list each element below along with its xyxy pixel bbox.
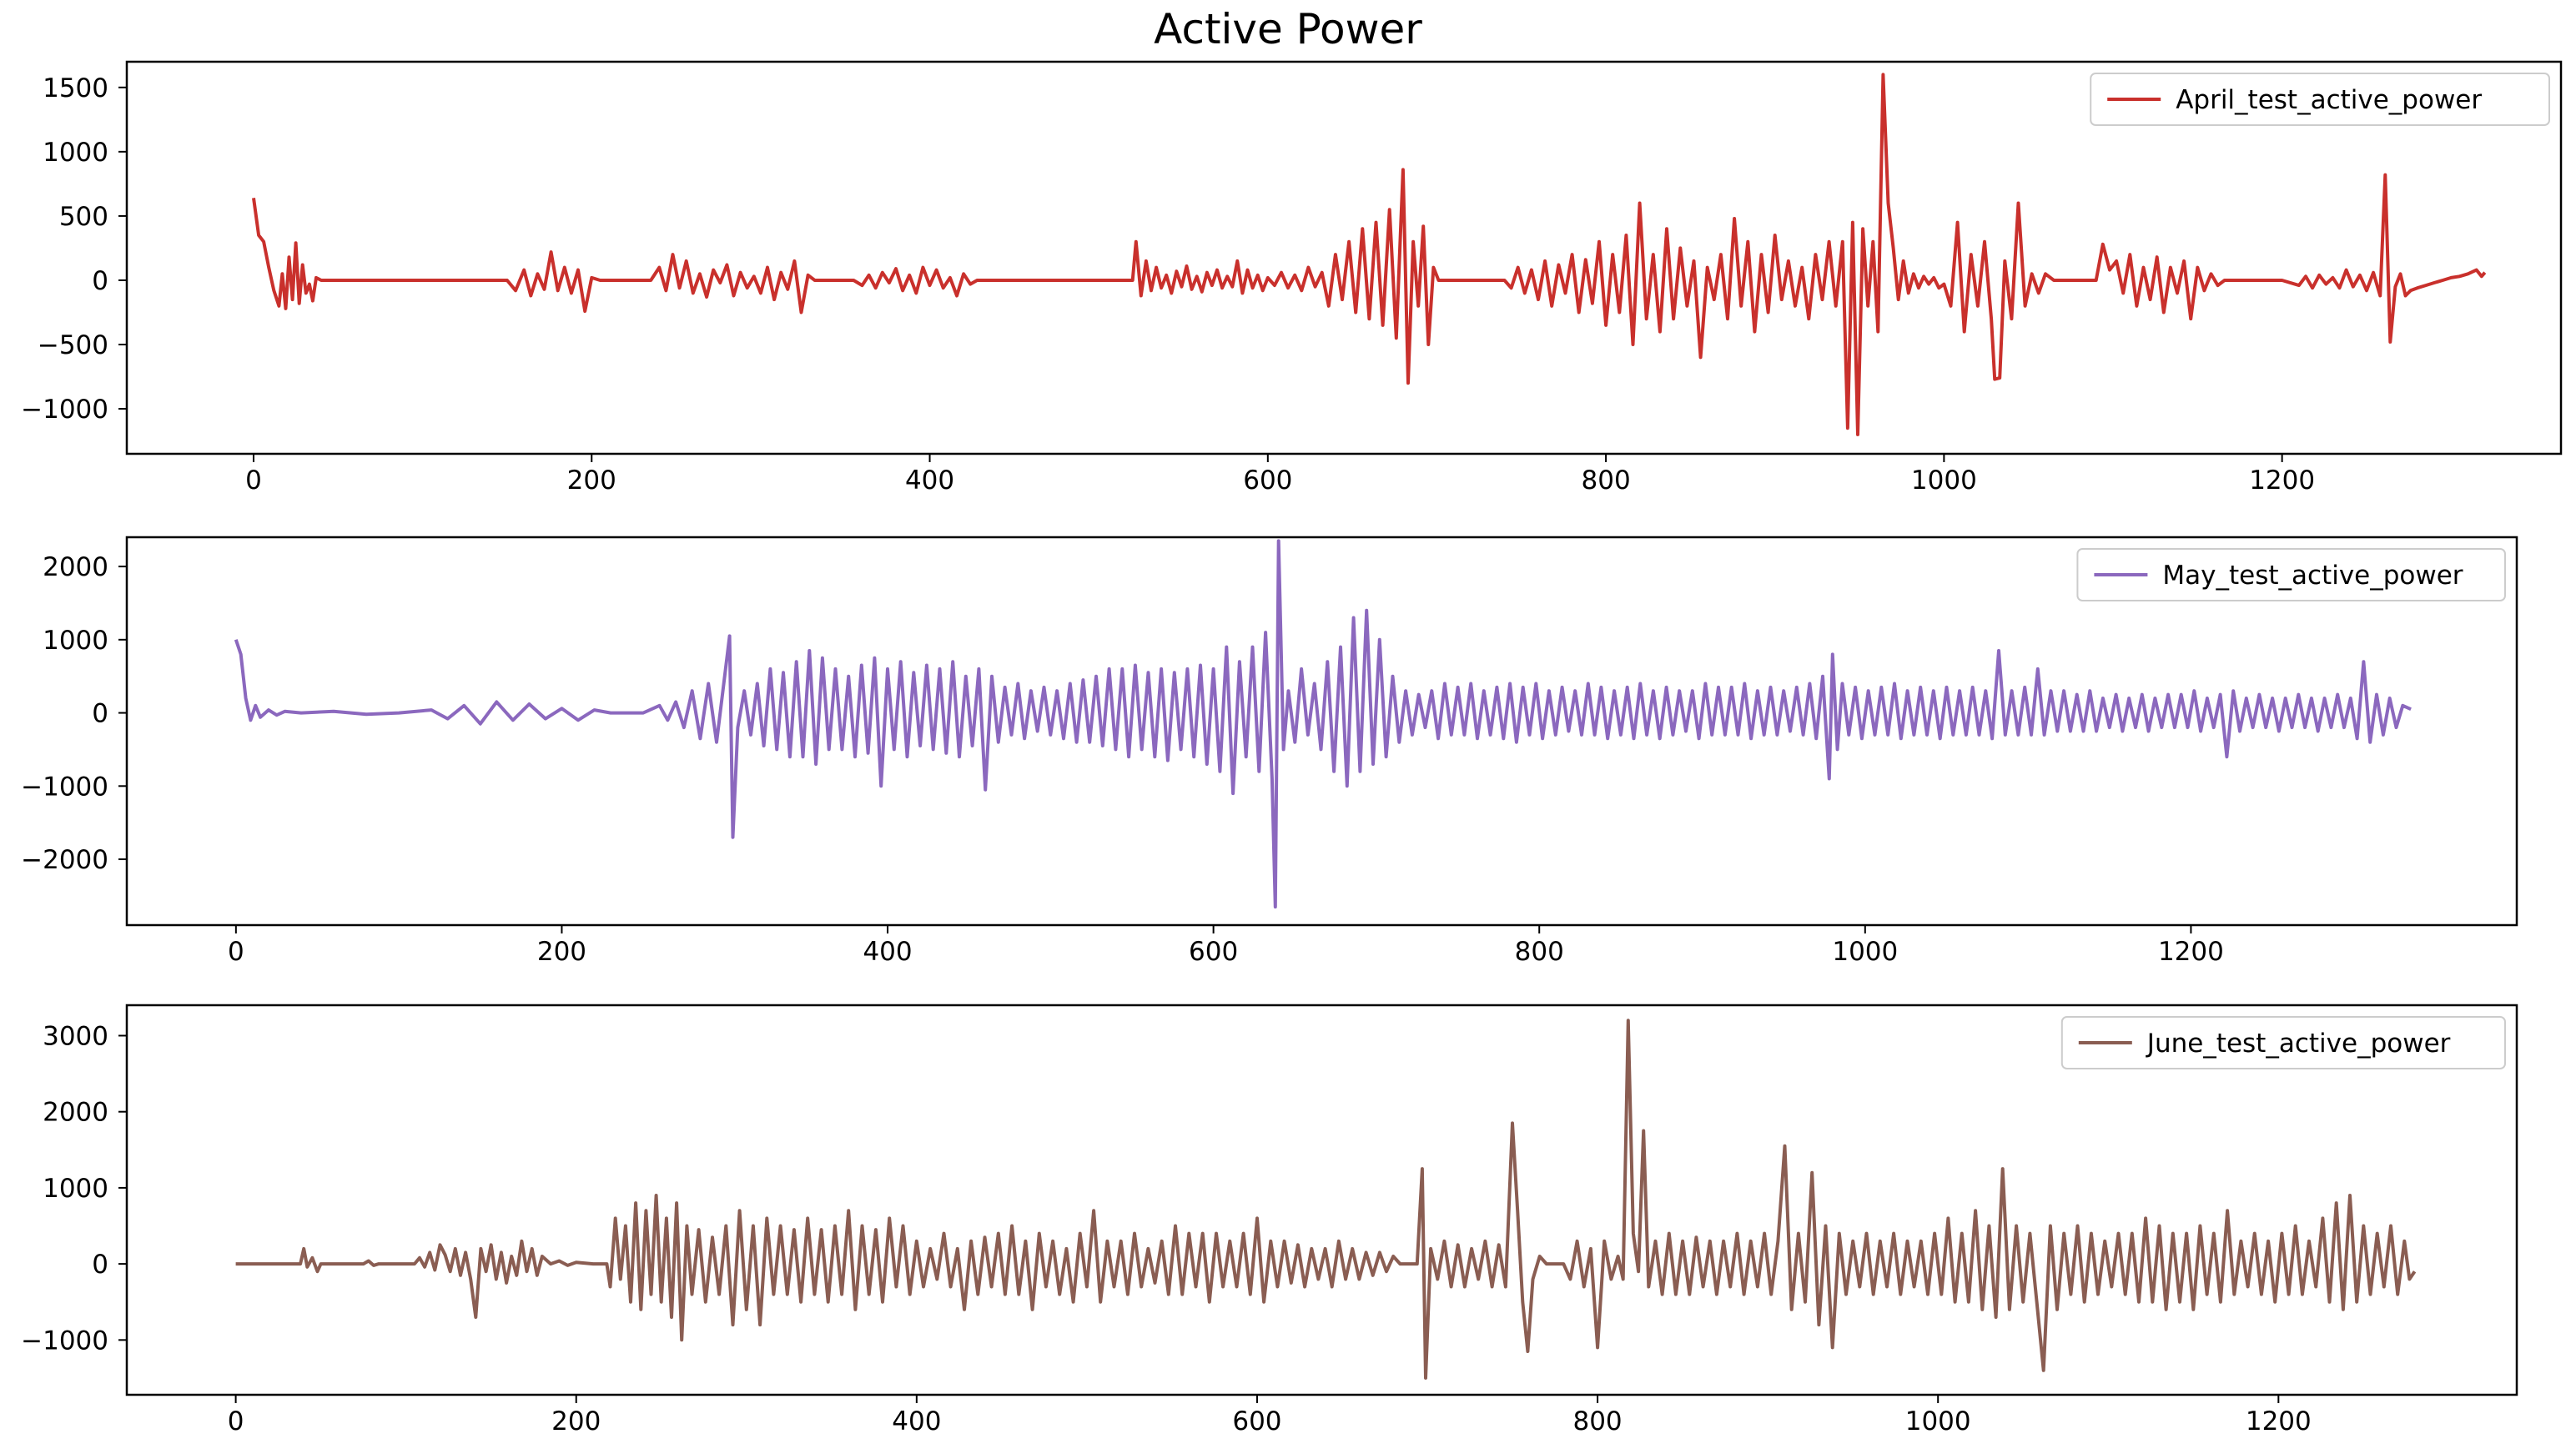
may-y-tick-label: 2000 — [43, 552, 108, 582]
june-y-tick-label: 3000 — [43, 1021, 108, 1051]
april-x-tick-label: 800 — [1582, 465, 1631, 496]
may-axes-frame — [125, 536, 2518, 927]
may-y-tick-label: −2000 — [21, 845, 108, 875]
may-y-tick-label: 0 — [92, 699, 108, 729]
june-x-tick-label: 800 — [1572, 1406, 1622, 1436]
may-series-line — [234, 539, 2412, 909]
may-x-tick-label: 200 — [537, 937, 586, 967]
june-x-tick-label: 200 — [551, 1406, 601, 1436]
april-y-tick-label: 500 — [59, 202, 108, 232]
june-legend-box — [2060, 1016, 2507, 1069]
april-x-tick-label: 0 — [245, 465, 262, 496]
june-y-tick-label: 1000 — [43, 1174, 108, 1204]
april-legend-label: April_test_active_power — [2176, 85, 2482, 115]
june-panel: 0 200 400 600 800 1000 1200 −1000 0 1000 2000 3000 J… — [21, 1004, 2518, 1436]
april-x-tick-label: 600 — [1243, 465, 1292, 496]
may-x-tick-label: 0 — [228, 937, 244, 967]
may-legend-box — [2076, 548, 2506, 601]
april-x-tick-label: 400 — [905, 465, 954, 496]
june-y-tick-label: −1000 — [21, 1326, 108, 1356]
may-legend-label: May_test_active_power — [2162, 561, 2463, 591]
april-y-tick-label: −500 — [38, 330, 108, 360]
may-x-tick-label: 1200 — [2158, 937, 2224, 967]
june-x-tick-label: 400 — [892, 1406, 941, 1436]
june-x-tick-label: 0 — [228, 1406, 244, 1436]
april-legend-box — [2090, 73, 2550, 126]
april-axes-frame — [125, 60, 2563, 455]
may-x-tick-label: 1000 — [1832, 937, 1898, 967]
april-series-line — [252, 73, 2487, 436]
april-y-tick-label: 1500 — [43, 73, 108, 103]
june-x-tick-label: 600 — [1232, 1406, 1281, 1436]
june-x-tick-label: 1200 — [2246, 1406, 2312, 1436]
april-x-tick-label: 1200 — [2249, 465, 2315, 496]
june-series-line — [235, 1019, 2417, 1380]
june-legend-label: June_test_active_power — [2146, 1029, 2451, 1059]
june-x-tick-label: 1000 — [1905, 1406, 1971, 1436]
may-y-tick-label: 1000 — [43, 626, 108, 656]
april-panel: 0 200 400 600 800 1000 1200 −1000 −500 0 500 1000 15… — [21, 60, 2563, 496]
june-y-tick-label: 2000 — [43, 1098, 108, 1128]
figure-title: Active Power — [1154, 5, 1422, 53]
may-x-tick-label: 800 — [1515, 937, 1564, 967]
june-y-tick-label: 0 — [92, 1250, 108, 1280]
april-y-tick-label: −1000 — [21, 395, 108, 425]
april-y-tick-label: 0 — [92, 266, 108, 296]
may-y-tick-label: −1000 — [21, 772, 108, 802]
may-x-tick-label: 600 — [1189, 937, 1238, 967]
april-x-tick-label: 200 — [567, 465, 616, 496]
april-y-tick-label: 1000 — [43, 138, 108, 168]
may-x-tick-label: 400 — [863, 937, 912, 967]
may-panel: 0 200 400 600 800 1000 1200 −2000 −1000 0 1000 2000… — [21, 536, 2518, 967]
april-x-tick-label: 1000 — [1911, 465, 1977, 496]
june-axes-frame — [125, 1004, 2518, 1396]
